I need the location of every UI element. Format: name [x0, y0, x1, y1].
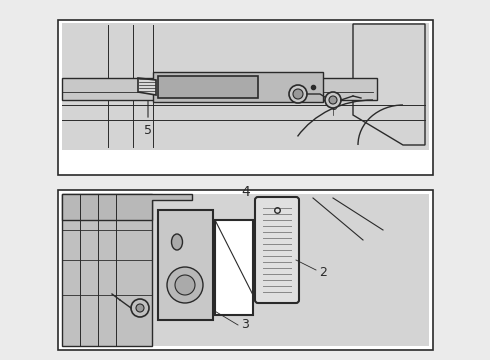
- Circle shape: [325, 92, 341, 108]
- Text: 6: 6: [329, 100, 337, 113]
- Text: 5: 5: [144, 124, 152, 137]
- Circle shape: [136, 304, 144, 312]
- Circle shape: [131, 299, 149, 317]
- Circle shape: [175, 275, 195, 295]
- Circle shape: [293, 89, 303, 99]
- Bar: [58, 190, 433, 350]
- Circle shape: [289, 85, 307, 103]
- Polygon shape: [353, 24, 425, 145]
- Bar: [58, 20, 433, 175]
- Polygon shape: [138, 78, 156, 95]
- Bar: [62, 78, 377, 100]
- Polygon shape: [62, 194, 192, 220]
- Circle shape: [329, 96, 337, 104]
- Bar: [62, 23, 429, 150]
- Bar: [158, 210, 213, 320]
- Bar: [215, 220, 253, 315]
- Circle shape: [167, 267, 203, 303]
- Text: 4: 4: [241, 185, 250, 199]
- FancyBboxPatch shape: [255, 197, 299, 303]
- Bar: [62, 194, 429, 346]
- Bar: [158, 76, 258, 98]
- Text: 2: 2: [319, 266, 327, 279]
- Bar: [153, 72, 323, 102]
- Text: 3: 3: [241, 319, 249, 332]
- Bar: [62, 194, 152, 346]
- Ellipse shape: [172, 234, 182, 250]
